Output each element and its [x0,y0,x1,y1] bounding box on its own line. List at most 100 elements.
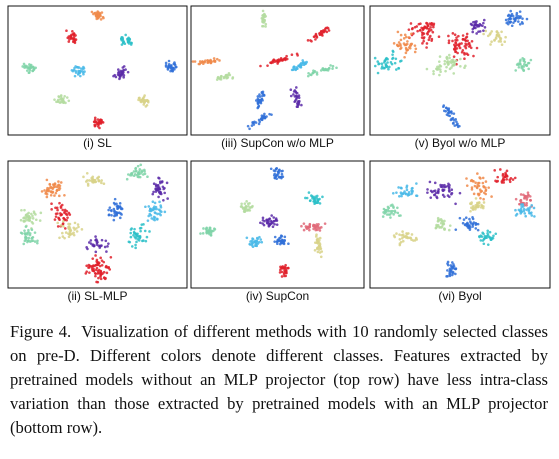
point [279,236,282,240]
point [72,32,76,35]
figure-caption: Figure 4. Visualization of different meth… [10,320,548,440]
point [448,274,452,278]
point [100,179,103,182]
point [428,36,431,39]
point [19,218,23,222]
point [34,213,37,216]
point [400,236,404,240]
point [456,51,459,55]
point [399,60,402,63]
point [387,209,391,213]
point [474,227,478,230]
caption-title: Figure 4. [10,322,72,341]
point [503,40,507,44]
point [403,190,406,193]
point [479,206,483,209]
point [514,16,518,19]
point [56,208,59,212]
point [276,242,279,246]
point [274,167,278,171]
point [391,192,395,195]
point [150,217,154,220]
point [148,230,151,233]
point [429,196,433,199]
point [474,181,477,185]
point [453,124,457,127]
point [443,195,446,198]
point [447,185,451,189]
point [199,232,202,235]
point [57,216,60,220]
point [314,226,318,230]
point [113,197,117,201]
point [448,56,451,60]
point [308,228,311,232]
point [101,272,104,275]
point [297,64,300,68]
point [470,201,473,204]
point [49,193,53,197]
point [116,205,120,208]
point [525,198,529,201]
point [526,207,530,210]
point [25,214,29,218]
point [102,182,106,185]
point [20,208,23,212]
point [444,69,447,73]
point [58,184,62,188]
point [506,14,510,18]
point [392,42,396,45]
point [256,95,260,98]
point [464,38,467,42]
point [279,58,283,62]
point [248,127,251,131]
point [62,217,66,220]
point [508,180,512,184]
point [61,231,64,235]
point [470,186,474,189]
point [284,56,287,60]
point [496,175,499,179]
point [482,232,485,236]
point [426,191,429,194]
point [89,239,93,242]
point [490,30,494,33]
point [222,76,226,80]
point [275,177,278,180]
point [216,76,220,80]
point [96,125,100,128]
point [63,236,66,240]
point [473,184,477,188]
point [120,213,123,216]
point [416,29,419,33]
point [272,58,275,62]
point [465,52,469,56]
point [326,26,329,29]
point [218,59,221,62]
point [30,236,34,240]
point [133,227,136,231]
point [65,213,69,216]
point [313,202,316,206]
point [53,98,56,101]
point [247,205,250,208]
point [437,219,440,223]
point [451,32,455,35]
point [396,30,400,34]
point [197,62,201,66]
point [454,228,458,231]
point [451,270,455,274]
point [155,218,159,221]
point [486,229,490,233]
point [414,47,418,51]
point [118,202,122,205]
tsne-panel [7,5,188,136]
point [118,77,121,81]
point [56,98,60,102]
point [129,231,132,235]
point [472,26,476,30]
point [74,65,77,68]
point [385,56,388,60]
point [459,64,462,68]
point [240,202,243,206]
